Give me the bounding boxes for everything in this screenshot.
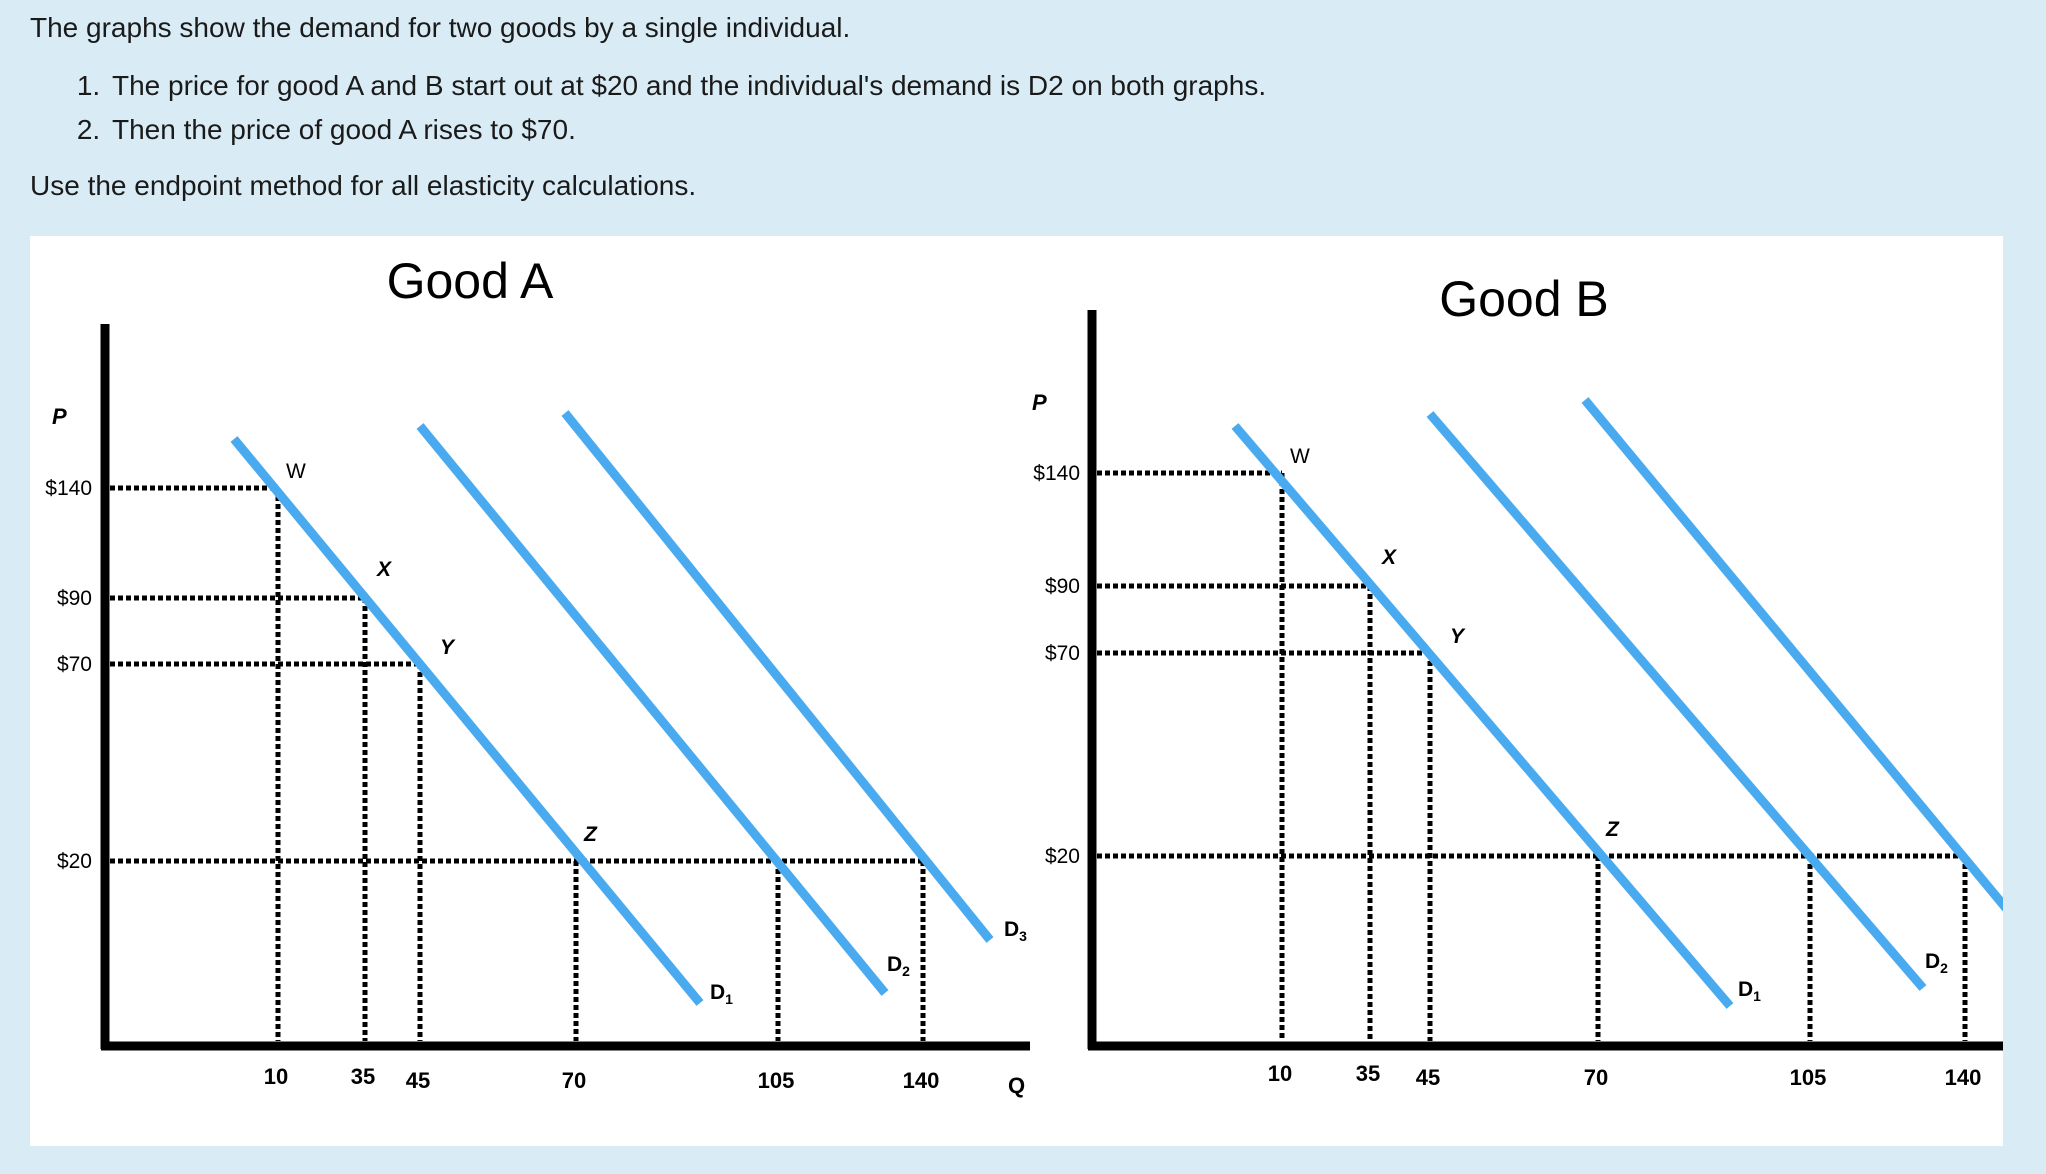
point-label-y: Y — [1450, 625, 1466, 648]
demand-line-d2 — [1426, 411, 1927, 991]
chart-title: Good B — [1439, 271, 1609, 327]
x-tick-label: 70 — [1584, 1065, 1608, 1090]
x-tick-label: 10 — [1268, 1061, 1292, 1086]
y-axis-label: P — [1032, 390, 1047, 415]
y-tick-label: $140 — [45, 477, 92, 500]
chart-panel: Good A P Q D1 D2 D3 $140 $90 $70 $20 10 35 45 70 105 14… — [30, 236, 2003, 1146]
y-tick-label: $70 — [1045, 642, 1080, 665]
y-tick-label: $90 — [57, 587, 92, 610]
demand-line-d1 — [1231, 423, 1734, 1009]
y-tick-label: $90 — [1045, 575, 1080, 598]
intro-text: The graphs show the demand for two goods… — [30, 12, 851, 43]
intro-step-2: Then the price of good A rises to $70. — [108, 108, 1990, 152]
intro-steps: The price for good A and B start out at … — [30, 64, 1990, 152]
y-tick-label: $70 — [57, 653, 92, 676]
x-tick-label: 45 — [1416, 1065, 1440, 1090]
chart-1: Good A P Q D1 D2 D3 $140 $90 $70 $20 10 35 45 70 105 14… — [45, 253, 1030, 1098]
chart-2: Good B P D1 D2 $140 $90 $70 $20 10 35 45 70 105 140 W X… — [1032, 271, 2003, 1090]
point-label-w: W — [286, 460, 306, 483]
x-tick-label: 140 — [903, 1068, 940, 1093]
question-intro: The graphs show the demand for two goods… — [30, 8, 1990, 206]
x-axis-label: Q — [1008, 1073, 1025, 1098]
demand-line-d3 — [561, 410, 994, 943]
y-tick-label: $20 — [1045, 845, 1080, 868]
y-axis-label: P — [52, 404, 67, 429]
x-tick-label: 35 — [1356, 1061, 1380, 1086]
x-tick-label: 35 — [351, 1064, 375, 1089]
x-tick-label: 10 — [264, 1064, 288, 1089]
point-label-w: W — [1290, 445, 1310, 468]
y-tick-label: $140 — [1033, 462, 1080, 485]
charts-svg: Good A P Q D1 D2 D3 $140 $90 $70 $20 10 35 45 70 105 14… — [45, 253, 2003, 1098]
demand-label-d2: D2 — [887, 953, 910, 979]
x-tick-label: 105 — [1790, 1065, 1827, 1090]
demand-label-d1: D1 — [710, 981, 733, 1007]
chart-title: Good A — [387, 253, 554, 309]
demand-label-d3: D3 — [1004, 918, 1027, 944]
x-tick-label: 105 — [758, 1068, 795, 1093]
point-label-y: Y — [440, 636, 456, 659]
point-label-x: X — [1381, 546, 1398, 569]
point-label-z: Z — [1605, 818, 1620, 841]
intro-step-1: The price for good A and B start out at … — [108, 64, 1990, 108]
x-tick-label: 45 — [406, 1068, 430, 1093]
y-tick-label: $20 — [57, 850, 92, 873]
point-label-x: X — [376, 558, 393, 581]
demand-line-d3 — [1581, 397, 2003, 912]
demand-line-d2 — [416, 423, 889, 996]
point-label-z: Z — [583, 823, 598, 846]
x-tick-label: 70 — [562, 1068, 586, 1093]
demand-line-d1 — [230, 436, 704, 1006]
demand-label-d1: D1 — [1738, 978, 1761, 1004]
demand-label-d2: D2 — [1925, 950, 1948, 976]
x-tick-label: 140 — [1945, 1065, 1982, 1090]
intro-note: Use the endpoint method for all elastici… — [30, 170, 697, 201]
